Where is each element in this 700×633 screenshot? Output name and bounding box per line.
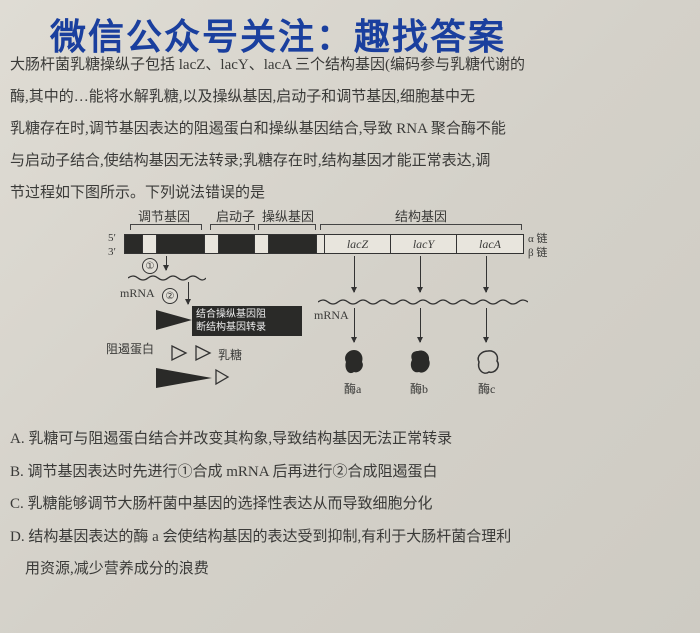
repressor-info-box: 结合操纵基因阻 断结构基因转录 xyxy=(192,306,302,336)
label-3prime: 3′ xyxy=(108,246,116,258)
enzyme-b-icon xyxy=(408,348,432,376)
answer-options: A. 乳糖可与阻遏蛋白结合并改变其构象,导致结构基因无法正常转录 B. 调节基因… xyxy=(10,424,690,587)
dna-segment xyxy=(269,235,317,253)
gene-lacA: lacA xyxy=(457,235,523,253)
bracket-icon xyxy=(130,224,202,230)
label-beta: β 链 xyxy=(528,244,547,260)
mrna-wave-icon xyxy=(128,274,206,282)
arrow-down-icon xyxy=(188,282,189,304)
lactose-bound-icon xyxy=(214,368,230,386)
enzyme-b-label: 酶b xyxy=(410,380,428,397)
para-line: 乳糖存在时,调节基因表达的阻遏蛋白和操纵基因结合,导致 RNA 聚合酶不能 xyxy=(10,114,690,144)
operon-diagram: 调节基因 启动子 操纵基因 结构基因 5′ 3′ lacZ lacY lacA … xyxy=(120,210,600,430)
bracket-icon xyxy=(210,224,255,230)
arrow-down-icon xyxy=(420,256,421,292)
dna-segment xyxy=(219,235,255,253)
para-line: 与启动子结合,使结构基因无法转录;乳糖存在时,结构基因才能正常表达,调 xyxy=(10,146,690,176)
dna-segment xyxy=(205,235,219,253)
option-d-line1: D. 结构基因表达的酶 a 会使结构基因的表达受到抑制,有利于大肠杆菌合理利 xyxy=(10,522,690,554)
para-line: 酶,其中的…能将水解乳糖,以及操纵基因,启动子和调节基因,细胞基中无 xyxy=(10,82,690,112)
dna-segment xyxy=(317,235,325,253)
dna-segment xyxy=(143,235,157,253)
question-text: 大肠杆菌乳糖操纵子包括 lacZ、lacY、lacA 三个结构基因(编码参与乳糖… xyxy=(10,50,690,210)
enzyme-a-label: 酶a xyxy=(344,380,361,397)
label-structural: 结构基因 xyxy=(395,206,447,225)
step-1-marker: ① xyxy=(142,258,158,274)
repressor-text1: 结合操纵基因阻 xyxy=(196,308,298,321)
enzyme-c-label: 酶c xyxy=(478,380,495,397)
repressor-lactose-complex-icon xyxy=(156,368,212,388)
label-operator: 操纵基因 xyxy=(262,206,314,225)
bracket-icon xyxy=(320,224,522,230)
repressor-triangle-icon xyxy=(156,310,192,330)
arrow-down-icon xyxy=(166,256,167,270)
repressor-text2: 断结构基因转录 xyxy=(196,321,298,334)
option-a: A. 乳糖可与阻遏蛋白结合并改变其构象,导致结构基因无法正常转录 xyxy=(10,424,690,456)
arrow-down-icon xyxy=(486,256,487,292)
step-2-marker: ② xyxy=(162,288,178,304)
option-d-line2: 用资源,减少营养成分的浪费 xyxy=(10,554,690,586)
enzyme-a-icon xyxy=(342,348,366,376)
dna-segment xyxy=(255,235,269,253)
label-regulator: 调节基因 xyxy=(138,206,190,225)
lactose-icon xyxy=(170,344,188,362)
dna-strand: lacZ lacY lacA xyxy=(124,234,524,254)
lactose-icon xyxy=(194,344,212,362)
arrow-down-icon xyxy=(486,308,487,342)
label-promoter: 启动子 xyxy=(216,206,255,225)
option-b: B. 调节基因表达时先进行①合成 mRNA 后再进行②合成阻遏蛋白 xyxy=(10,457,690,489)
label-5prime: 5′ xyxy=(108,232,116,244)
bracket-icon xyxy=(258,224,316,230)
arrow-down-icon xyxy=(354,256,355,292)
gene-lacZ: lacZ xyxy=(325,235,391,253)
arrow-down-icon xyxy=(354,308,355,342)
watermark-overlay: 微信公众号关注：趣找答案 xyxy=(50,8,506,60)
dna-segment xyxy=(125,235,143,253)
option-c: C. 乳糖能够调节大肠杆菌中基因的选择性表达从而导致细胞分化 xyxy=(10,489,690,521)
arrow-down-icon xyxy=(420,308,421,342)
lactose-label: 乳糖 xyxy=(218,346,242,363)
dna-segment xyxy=(157,235,205,253)
mrna-label: mRNA xyxy=(314,308,349,323)
mrna-wave-icon xyxy=(318,298,528,306)
gene-lacY: lacY xyxy=(391,235,457,253)
para-line: 节过程如下图所示。下列说法错误的是 xyxy=(10,178,690,208)
enzyme-c-icon xyxy=(474,348,502,376)
repressor-label: 阻遏蛋白 xyxy=(106,340,154,357)
mrna-label: mRNA xyxy=(120,286,155,301)
